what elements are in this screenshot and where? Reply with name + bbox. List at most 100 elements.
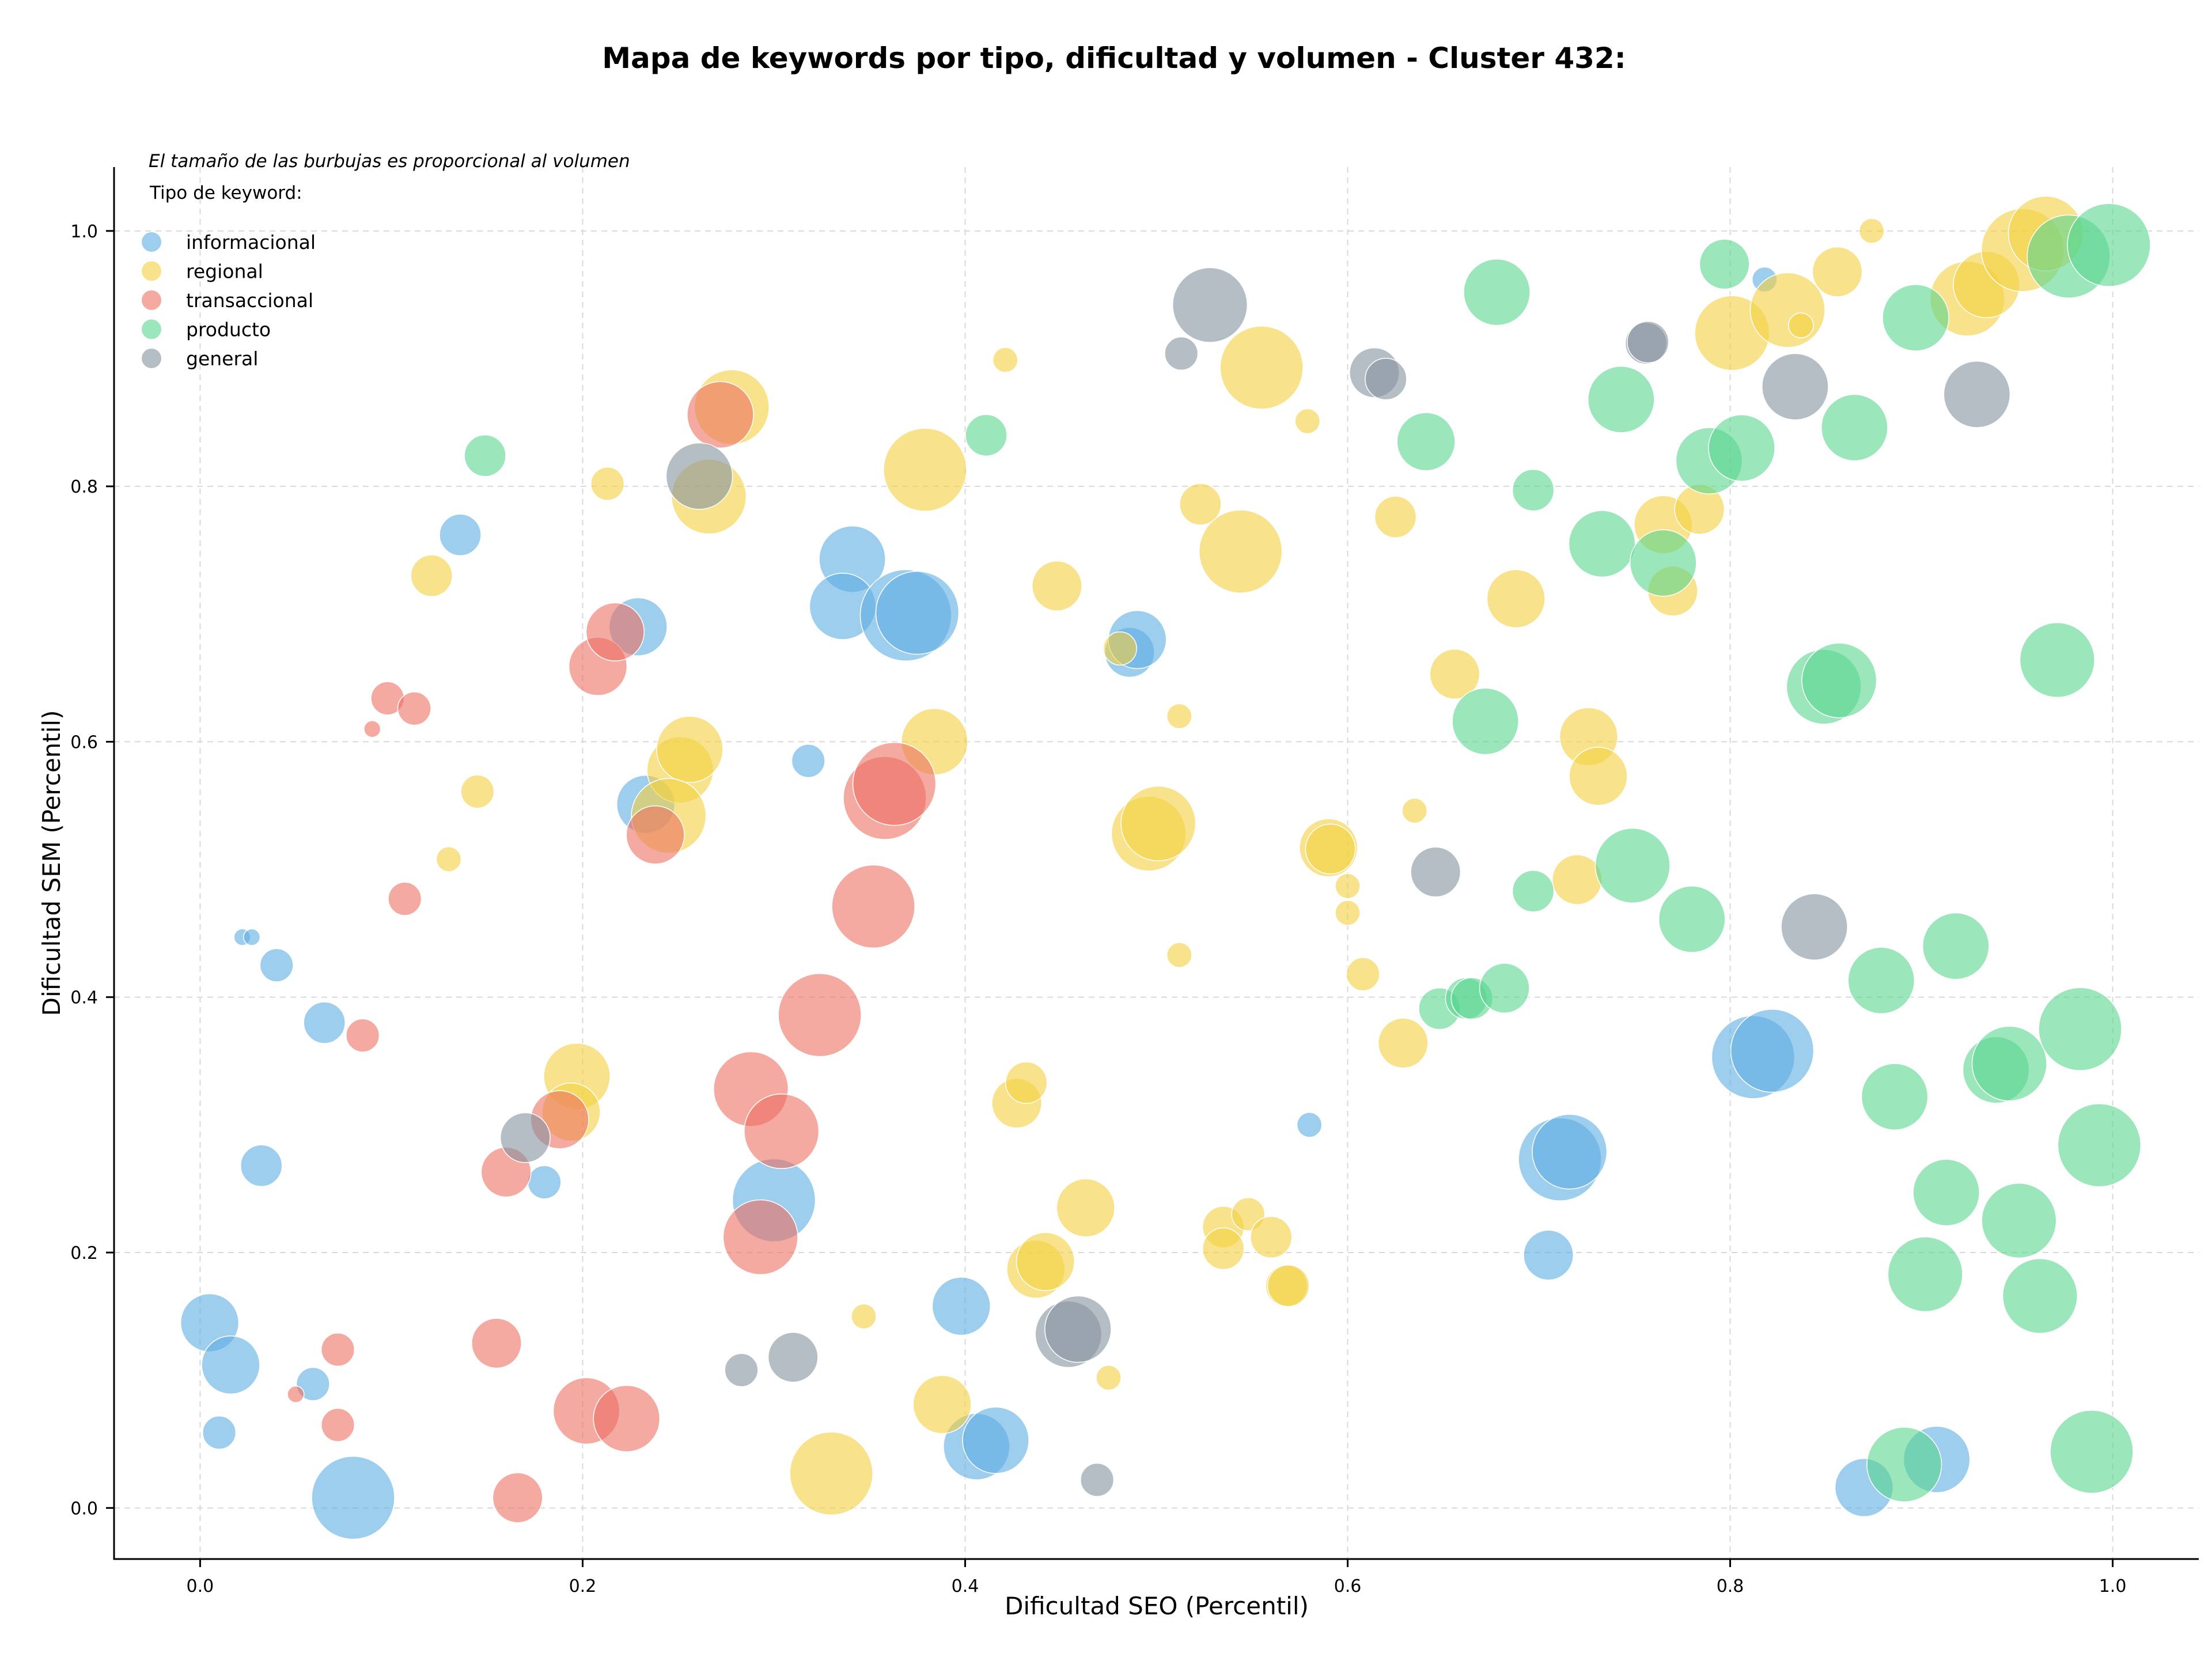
bubble-general bbox=[499, 1112, 551, 1163]
bubble-transaccional bbox=[593, 1384, 661, 1452]
bubble-regional bbox=[460, 774, 495, 809]
bubble-informacional bbox=[311, 1455, 395, 1540]
bubble-producto bbox=[965, 414, 1007, 457]
series-transaccional bbox=[287, 381, 937, 1523]
bubble-regional bbox=[1749, 272, 1825, 348]
axes bbox=[113, 167, 2199, 1560]
bubble-producto bbox=[464, 434, 506, 477]
bubble-regional bbox=[410, 554, 453, 597]
bubble-regional bbox=[851, 1303, 877, 1330]
bubble-producto bbox=[1861, 1063, 1929, 1130]
bubble-transaccional bbox=[471, 1318, 522, 1369]
bubble-informacional bbox=[1523, 1229, 1574, 1281]
bubble-regional bbox=[1056, 1178, 1115, 1238]
bubble-regional bbox=[1096, 1364, 1122, 1391]
bubble-regional bbox=[1294, 408, 1321, 434]
x-tick-label: 0.4 bbox=[952, 1576, 979, 1596]
bubble-regional bbox=[1569, 747, 1628, 806]
bubble-regional bbox=[1858, 218, 1885, 244]
bubble-general bbox=[1365, 358, 1407, 400]
bubble-regional bbox=[1179, 483, 1222, 525]
bubble-producto bbox=[1594, 827, 1671, 903]
bubbles bbox=[180, 195, 2151, 1540]
bubble-producto bbox=[1887, 1236, 1963, 1312]
bubble-producto bbox=[1568, 510, 1636, 578]
bubble-regional bbox=[1249, 1216, 1293, 1259]
bubble-regional bbox=[912, 1375, 972, 1434]
bubble-general bbox=[1164, 336, 1199, 371]
bubble-regional bbox=[1005, 1061, 1048, 1104]
bubble-regional bbox=[992, 347, 1018, 373]
bubble-producto bbox=[1463, 258, 1531, 326]
bubble-regional bbox=[883, 427, 967, 512]
x-axis-label: Dificultad SEO (Percentil) bbox=[1005, 1592, 1309, 1620]
bubble-producto bbox=[2057, 1103, 2142, 1187]
bubble-producto bbox=[2038, 987, 2122, 1071]
bubble-informacional bbox=[1296, 1112, 1323, 1138]
bubble-regional bbox=[656, 716, 724, 784]
size-note: El tamaño de las burbujas es proporciona… bbox=[149, 151, 630, 172]
y-tick-label: 0.0 bbox=[70, 1499, 98, 1519]
legend-marker-general bbox=[142, 349, 161, 368]
bubble-regional bbox=[590, 467, 625, 501]
bubble-regional bbox=[1166, 942, 1192, 968]
bubble-informacional bbox=[1532, 1114, 1608, 1190]
bubble-regional bbox=[1016, 1232, 1075, 1291]
y-tick-label: 0.8 bbox=[70, 477, 98, 497]
bubble-producto bbox=[1699, 239, 1750, 290]
bubble-informacional bbox=[201, 1335, 260, 1395]
bubble-regional bbox=[1219, 326, 1304, 410]
bubble-general bbox=[1080, 1463, 1115, 1497]
bubble-regional bbox=[1335, 873, 1361, 899]
bubble-transaccional bbox=[744, 1093, 820, 1170]
bubble-general bbox=[767, 1331, 819, 1383]
bubble-general bbox=[1627, 320, 1669, 364]
bubble-producto bbox=[1629, 529, 1697, 597]
bubble-informacional bbox=[243, 928, 261, 946]
legend-marker-informacional bbox=[142, 232, 161, 252]
bubble-producto bbox=[1512, 870, 1555, 913]
y-tick-label: 0.6 bbox=[70, 732, 98, 752]
bubble-regional bbox=[1031, 561, 1082, 611]
bubble-regional bbox=[1198, 509, 1283, 593]
bubble-informacional bbox=[527, 1165, 562, 1200]
bubble-regional bbox=[1377, 1017, 1429, 1069]
bubble-general bbox=[1781, 893, 1848, 961]
bubble-transaccional bbox=[687, 381, 754, 449]
bubble-transaccional bbox=[363, 720, 381, 738]
bubble-regional bbox=[1788, 312, 1814, 339]
bubble-informacional bbox=[439, 513, 482, 557]
bubble-general bbox=[1172, 267, 1248, 343]
bubble-general bbox=[1044, 1295, 1112, 1363]
grid bbox=[114, 167, 2199, 1559]
bubble-general bbox=[1762, 353, 1829, 421]
bubble-regional bbox=[1551, 854, 1603, 905]
bubble-general bbox=[1410, 846, 1461, 898]
legend: El tamaño de las burbujas es proporciona… bbox=[142, 151, 630, 370]
bubble-general bbox=[665, 442, 733, 510]
x-tick-label: 0.6 bbox=[1334, 1576, 1362, 1596]
bubble-regional bbox=[1335, 900, 1361, 926]
bubble-regional bbox=[1267, 1264, 1310, 1307]
bubble-transaccional bbox=[722, 1199, 798, 1275]
bubble-producto bbox=[1821, 394, 1888, 461]
bubble-transaccional bbox=[585, 602, 645, 661]
bubble-regional bbox=[1374, 495, 1417, 539]
series-general bbox=[499, 267, 2011, 1497]
bubble-transaccional bbox=[287, 1385, 305, 1403]
bubble-informacional bbox=[1730, 1009, 1815, 1093]
axis-spines bbox=[113, 167, 2199, 1560]
x-ticks: 0.0 0.2 0.4 0.6 0.8 1.0 bbox=[187, 1559, 2126, 1596]
bubble-producto bbox=[1912, 1159, 1980, 1227]
bubble-producto bbox=[1658, 886, 1726, 953]
x-tick-label: 0.0 bbox=[187, 1576, 214, 1596]
bubble-transaccional bbox=[778, 973, 862, 1057]
legend-title: Tipo de keyword: bbox=[149, 183, 302, 203]
bubble-regional bbox=[1202, 1227, 1245, 1270]
y-tick-label: 0.4 bbox=[70, 988, 98, 1008]
bubble-regional bbox=[435, 846, 462, 872]
bubble-transaccional bbox=[492, 1472, 543, 1523]
bubble-producto bbox=[1801, 642, 1877, 718]
bubble-informacional bbox=[240, 1144, 283, 1187]
legend-label-producto: producto bbox=[186, 319, 271, 341]
